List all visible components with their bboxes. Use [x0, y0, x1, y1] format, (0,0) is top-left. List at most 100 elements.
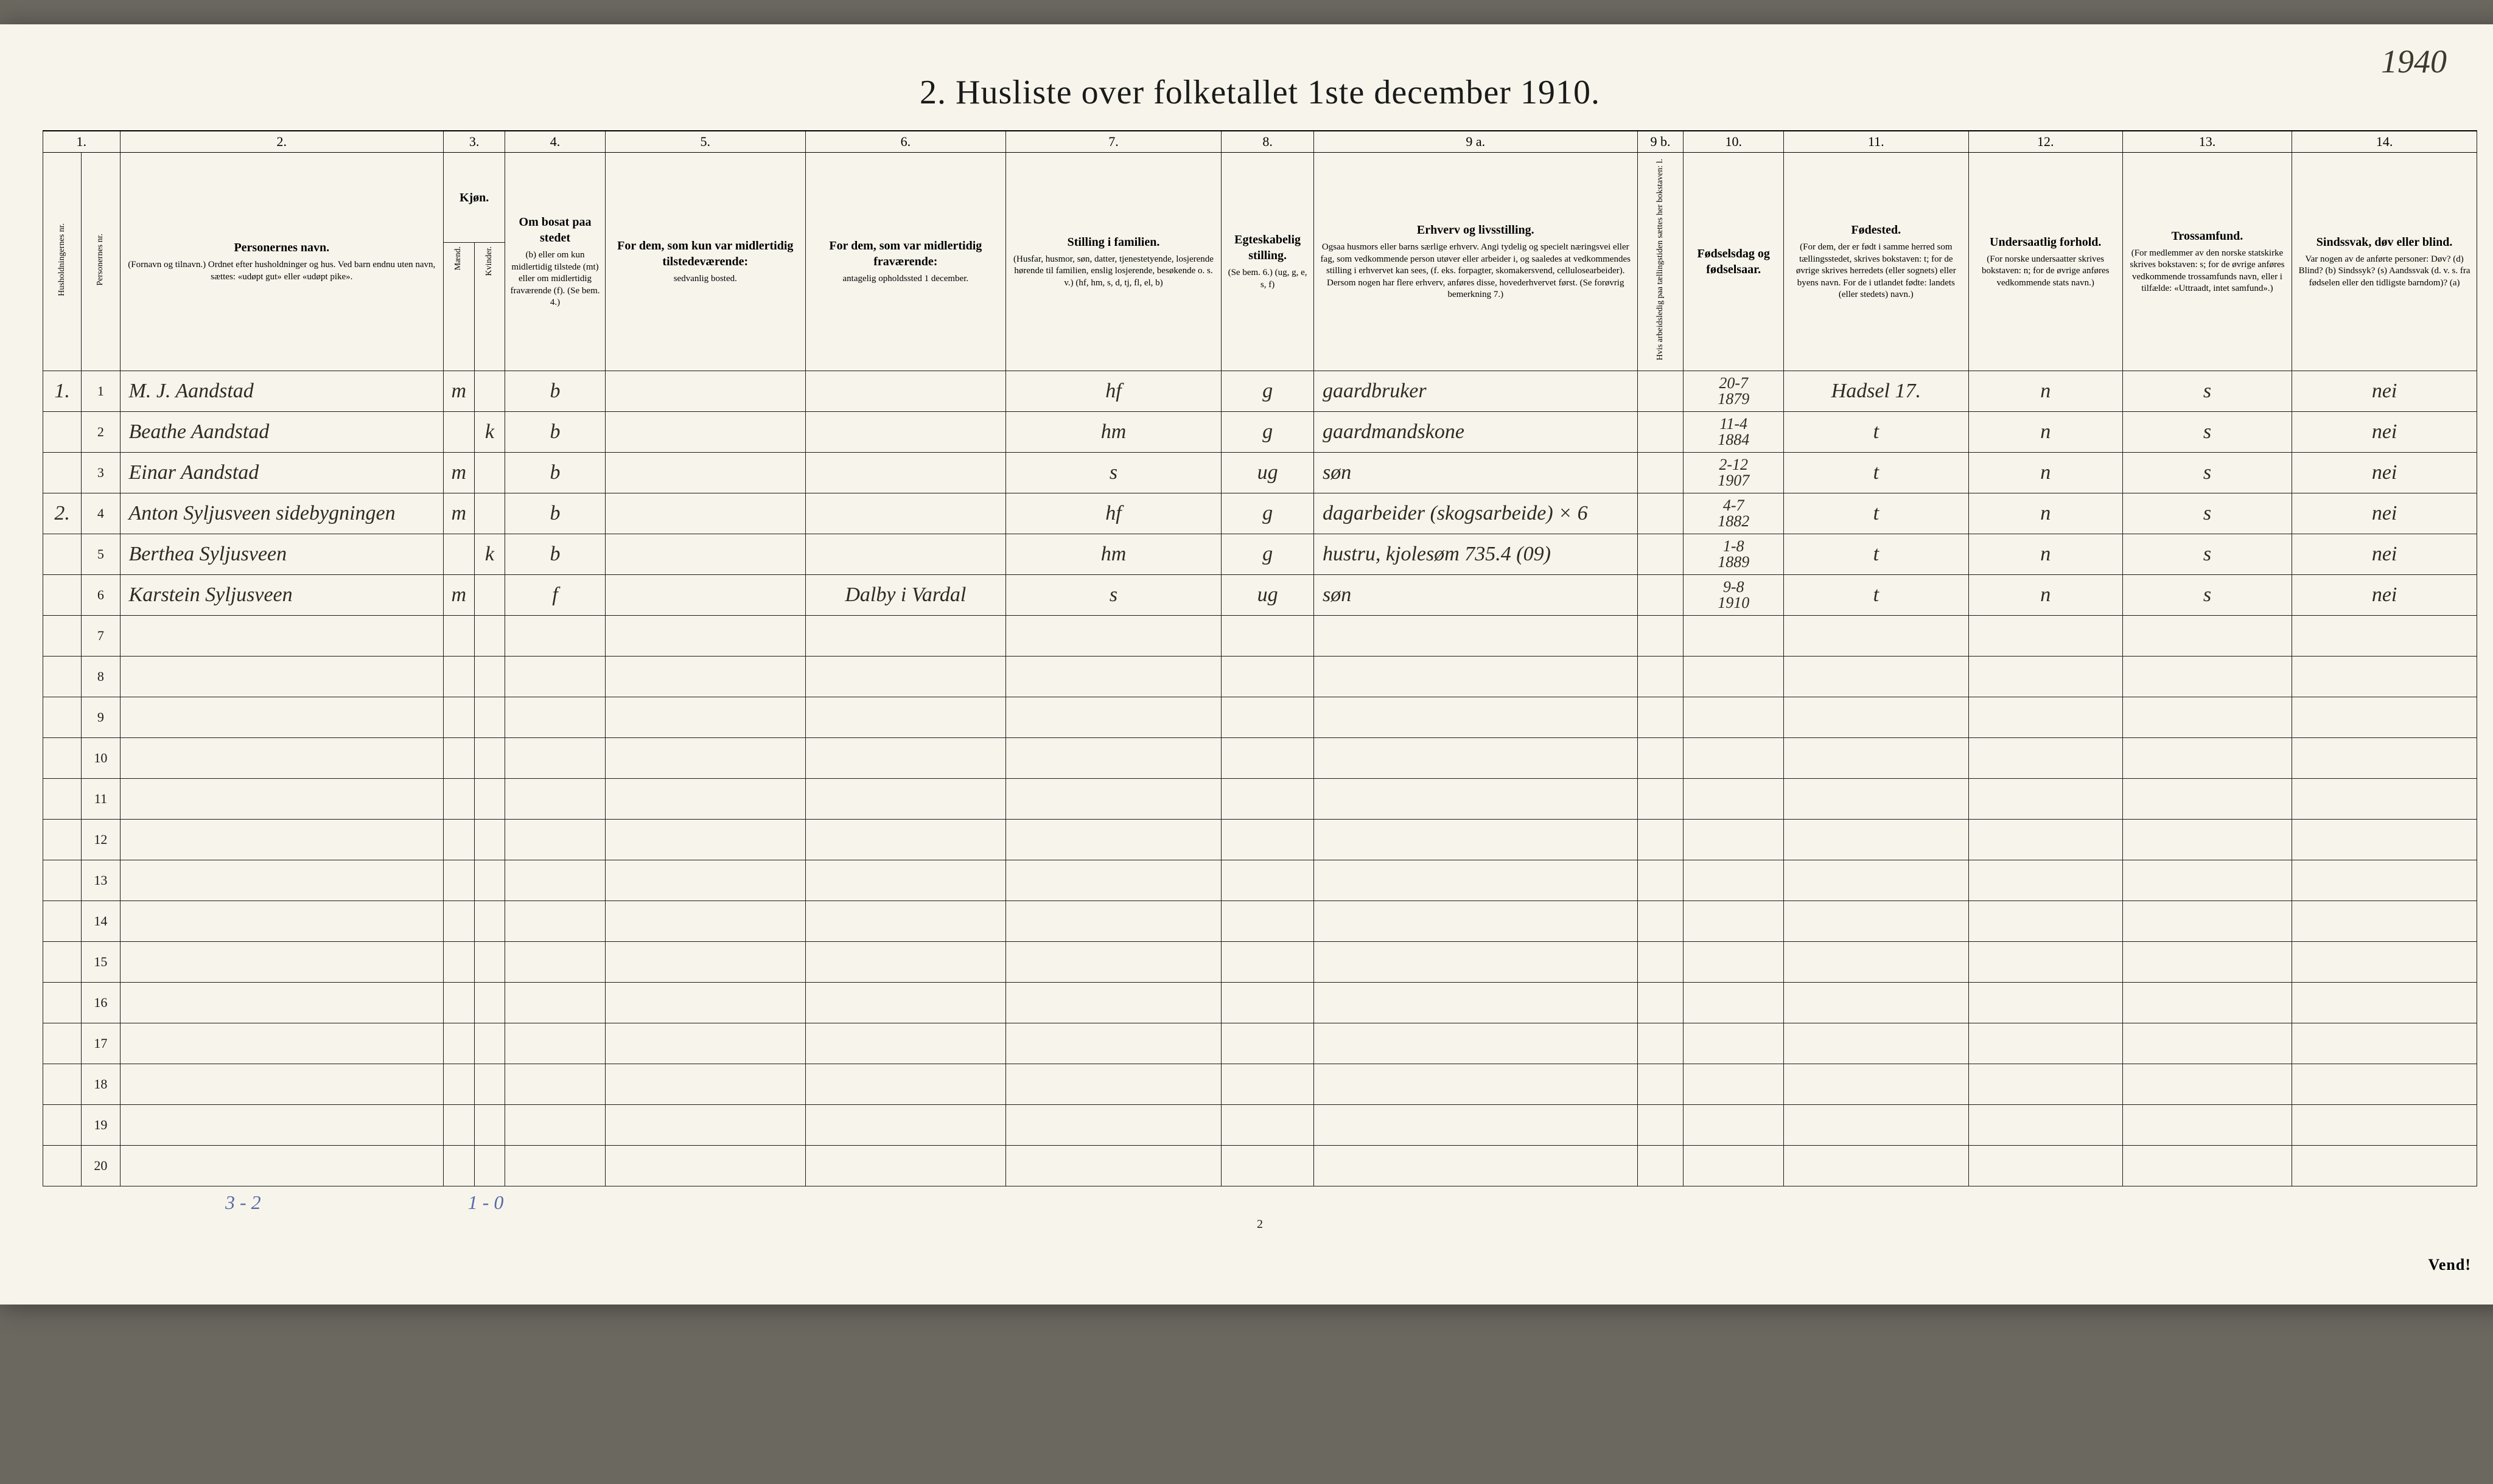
- cell: [1684, 982, 1784, 1023]
- cell: [2292, 1064, 2477, 1104]
- cell-person-nr: 5: [82, 534, 120, 574]
- colnum: 1.: [43, 131, 121, 153]
- cell: [474, 1064, 505, 1104]
- colnum: 3.: [444, 131, 505, 153]
- cell-name: Berthea Syljusveen: [120, 534, 444, 574]
- cell: [1222, 941, 1314, 982]
- table-row-empty: 12: [43, 819, 2477, 860]
- cell: [1637, 1023, 1684, 1064]
- cell-undersaatlig: n: [1968, 574, 2122, 615]
- cell-sindssvak: nei: [2292, 452, 2477, 493]
- colnum: 14.: [2292, 131, 2477, 153]
- hdr-navn: Personernes navn. (Fornavn og tilnavn.) …: [120, 153, 444, 371]
- cell-trossamfund: s: [2122, 411, 2292, 452]
- cell-bosat: f: [505, 574, 606, 615]
- cell: [1637, 1104, 1684, 1145]
- cell: [444, 737, 475, 778]
- cell-trossamfund: s: [2122, 574, 2292, 615]
- cell: [1968, 901, 2122, 941]
- cell-midl-fravaer: [805, 452, 1005, 493]
- colnum: 4.: [505, 131, 606, 153]
- cell: [1783, 901, 1968, 941]
- cell-person-nr: 19: [82, 1104, 120, 1145]
- cell: [1222, 819, 1314, 860]
- cell: [1314, 1023, 1638, 1064]
- census-page: 1940 2. Husliste over folketallet 1ste d…: [0, 24, 2493, 1305]
- cell-name: M. J. Aandstad: [120, 371, 444, 411]
- colnum: 5.: [605, 131, 805, 153]
- cell: [120, 982, 444, 1023]
- cell: [2292, 860, 2477, 901]
- cell-erhverv: hustru, kjolesøm 735.4 (09): [1314, 534, 1638, 574]
- cell-person-nr: 12: [82, 819, 120, 860]
- cell: [444, 941, 475, 982]
- cell: [1222, 697, 1314, 737]
- cell: [2122, 1104, 2292, 1145]
- cell: [1005, 1145, 1221, 1186]
- table-body: 1.1M. J. Aandstadmbhfggaardbruker20-7187…: [43, 371, 2477, 1186]
- cell: [1222, 1023, 1314, 1064]
- cell-person-nr: 14: [82, 901, 120, 941]
- cell: [474, 1145, 505, 1186]
- cell: [1783, 1064, 1968, 1104]
- footer-note-left: 3 - 2: [225, 1191, 261, 1214]
- cell: [1222, 1145, 1314, 1186]
- cell: [2292, 901, 2477, 941]
- cell: [1314, 737, 1638, 778]
- cell: [505, 778, 606, 819]
- hdr-person-nr: Personernes nr.: [82, 153, 120, 371]
- cell: [1222, 1104, 1314, 1145]
- cell: [805, 1104, 1005, 1145]
- cell: [2122, 982, 2292, 1023]
- table-row-empty: 9: [43, 697, 2477, 737]
- cell: [1637, 697, 1684, 737]
- cell-household-nr: [43, 1104, 82, 1145]
- cell-erhverv: gaardbruker: [1314, 371, 1638, 411]
- cell-undersaatlig: n: [1968, 371, 2122, 411]
- cell: [2292, 819, 2477, 860]
- cell-undersaatlig: n: [1968, 411, 2122, 452]
- cell-erhverv: søn: [1314, 452, 1638, 493]
- cell: [1968, 656, 2122, 697]
- cell: [1314, 1104, 1638, 1145]
- table-row-empty: 13: [43, 860, 2477, 901]
- cell: [1314, 615, 1638, 656]
- cell: [1637, 1064, 1684, 1104]
- cell: [2292, 1023, 2477, 1064]
- table-row-empty: 8: [43, 656, 2477, 697]
- hdr-erhverv: Erhverv og livsstilling. Ogsaa husmors e…: [1314, 153, 1638, 371]
- cell: [120, 1104, 444, 1145]
- cell-kvinde: k: [474, 534, 505, 574]
- hdr-egteskab: Egteskabelig stilling. (Se bem. 6.) (ug,…: [1222, 153, 1314, 371]
- cell-household-nr: [43, 941, 82, 982]
- table-row: 2.4Anton Syljusveen sidebygningenmbhfgda…: [43, 493, 2477, 534]
- cell: [2122, 1064, 2292, 1104]
- cell: [1005, 941, 1221, 982]
- cell: [805, 819, 1005, 860]
- cell: [605, 982, 805, 1023]
- cell: [1968, 778, 2122, 819]
- cell: [605, 1023, 805, 1064]
- cell-household-nr: [43, 1023, 82, 1064]
- table-row-empty: 11: [43, 778, 2477, 819]
- cell-dob: 1-81889: [1684, 534, 1784, 574]
- cell: [474, 1104, 505, 1145]
- cell: [120, 941, 444, 982]
- cell: [805, 656, 1005, 697]
- cell: [2122, 778, 2292, 819]
- cell: [1783, 1023, 1968, 1064]
- cell: [1783, 697, 1968, 737]
- cell: [505, 901, 606, 941]
- cell-trossamfund: s: [2122, 493, 2292, 534]
- cell: [2292, 615, 2477, 656]
- cell: [505, 697, 606, 737]
- colnum: 13.: [2122, 131, 2292, 153]
- cell-person-nr: 7: [82, 615, 120, 656]
- cell-mand: m: [444, 371, 475, 411]
- table-row: 1.1M. J. Aandstadmbhfggaardbruker20-7187…: [43, 371, 2477, 411]
- cell: [474, 941, 505, 982]
- cell: [1222, 615, 1314, 656]
- cell: [120, 860, 444, 901]
- hdr-fodselsdag: Fødselsdag og fødselsaar.: [1684, 153, 1784, 371]
- cell: [1314, 819, 1638, 860]
